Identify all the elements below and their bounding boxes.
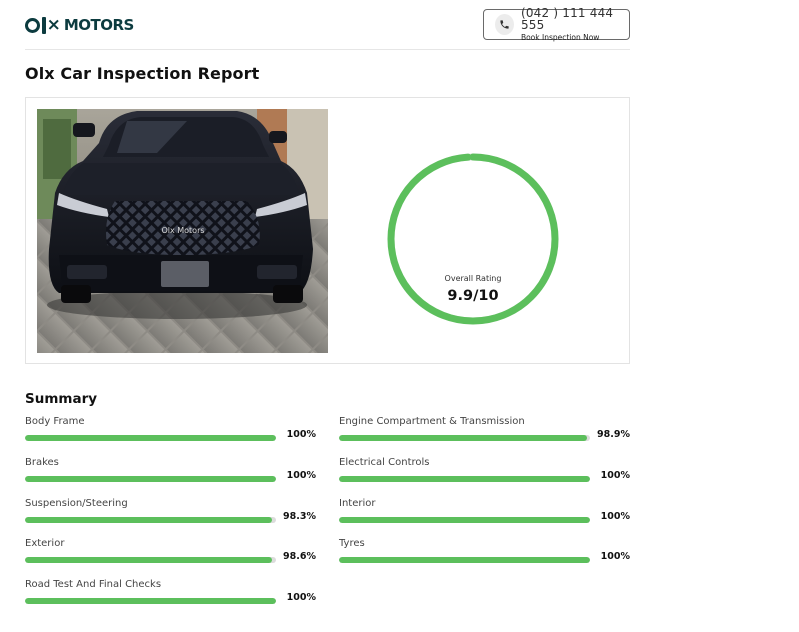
phone-icon [495, 14, 514, 35]
rating-label: Overall Rating [444, 274, 502, 283]
summary-progress-track [25, 517, 276, 523]
call-number: (042 ) 111 444 555 [520, 6, 614, 33]
inspection-card: Olx Motors Overall Rating 9.9/10 [25, 97, 630, 364]
summary-item-label: Brakes [25, 457, 59, 468]
olx-motors-logo[interactable]: × MOTORS [25, 14, 134, 36]
rating-value: 9.9/10 [447, 288, 499, 304]
summary-item: Electrical Controls 100% [339, 457, 630, 493]
summary-progress-fill [25, 476, 276, 482]
rating-ring-fill [387, 153, 559, 325]
summary-item-label: Body Frame [25, 416, 85, 427]
summary-item: Brakes 100% [25, 457, 316, 493]
summary-item-label: Engine Compartment & Transmission [339, 416, 525, 427]
summary-progress-fill [25, 435, 276, 441]
summary-item-value: 98.6% [283, 551, 316, 562]
summary-item: Tyres 100% [339, 538, 630, 574]
summary-progress-fill [25, 598, 276, 604]
book-inspection-button[interactable]: (042 ) 111 444 555 Book Inspection Now [483, 6, 630, 43]
summary-progress-track [339, 476, 590, 482]
summary-item-label: Exterior [25, 538, 65, 549]
summary-item-value: 100% [286, 429, 316, 440]
summary-progress-fill [25, 557, 273, 563]
summary-item: Body Frame 100% [25, 416, 316, 452]
summary-item: Exterior 98.6% [25, 538, 316, 574]
summary-progress-track [339, 435, 590, 441]
summary-progress-track [339, 557, 590, 563]
summary-progress-fill [25, 517, 272, 523]
summary-progress-fill [339, 435, 588, 441]
summary-title: Summary [25, 391, 98, 407]
page-title: Olx Car Inspection Report [25, 64, 260, 83]
summary-progress-track [25, 476, 276, 482]
summary-progress-track [25, 435, 276, 441]
logo-text: MOTORS [63, 16, 135, 34]
summary-item-value: 100% [286, 470, 316, 481]
summary-item-value: 100% [600, 551, 630, 562]
summary-item-label: Electrical Controls [339, 457, 430, 468]
summary-item-value: 100% [600, 470, 630, 481]
summary-item-label: Tyres [339, 538, 365, 549]
summary-item-value: 98.3% [283, 511, 316, 522]
summary-item: Road Test And Final Checks 100% [25, 579, 316, 615]
summary-progress-track [25, 598, 276, 604]
summary-item-value: 98.9% [597, 429, 630, 440]
car-photo: Olx Motors [37, 109, 328, 353]
summary-progress-track [25, 557, 276, 563]
summary-item-label: Road Test And Final Checks [25, 579, 162, 590]
summary-item: Suspension/Steering 98.3% [25, 498, 316, 534]
summary-item-value: 100% [286, 592, 316, 603]
olx-logo-mark: × [25, 16, 61, 34]
summary-progress-track [339, 517, 590, 523]
header: × MOTORS (042 ) 111 444 555 Book Inspect… [25, 6, 630, 50]
summary-progress-fill [339, 557, 590, 563]
summary-progress-fill [339, 517, 590, 523]
car-badge: Olx Motors [161, 226, 204, 235]
summary-item-value: 100% [600, 511, 630, 522]
overall-rating: Overall Rating 9.9/10 [385, 153, 561, 325]
summary-item-label: Interior [339, 498, 376, 509]
summary-item: Engine Compartment & Transmission 98.9% [339, 416, 630, 452]
car-illustration: Olx Motors [37, 109, 328, 353]
summary-progress-fill [339, 476, 590, 482]
summary-item: Interior 100% [339, 498, 630, 534]
rating-ring [387, 153, 559, 325]
summary-item-label: Suspension/Steering [25, 498, 128, 509]
call-subtext: Book Inspection Now [520, 33, 600, 43]
